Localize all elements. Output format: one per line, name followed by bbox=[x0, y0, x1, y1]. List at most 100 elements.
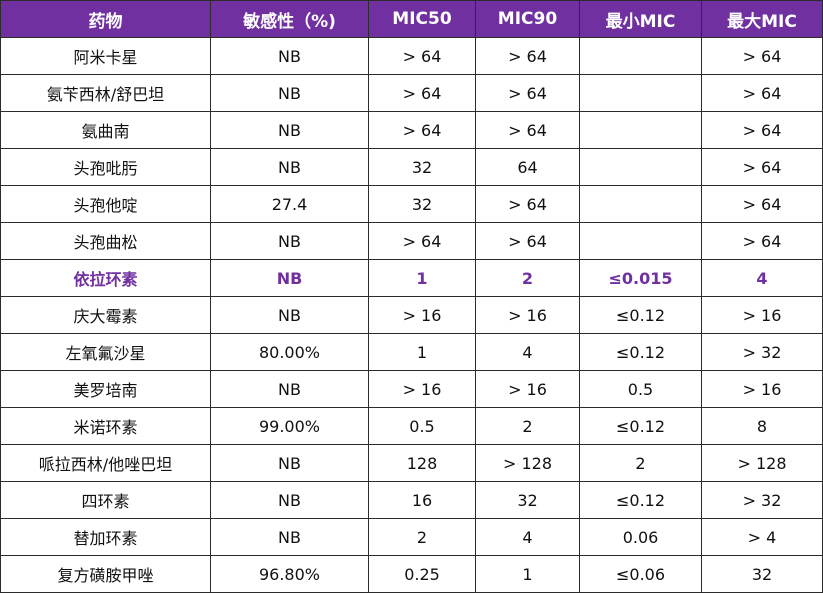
cell-susceptibility: NB bbox=[210, 296, 369, 334]
cell-mic90: 4 bbox=[475, 518, 580, 556]
cell-max-mic: > 64 bbox=[701, 111, 823, 149]
cell-max-mic: 4 bbox=[701, 259, 823, 297]
cell-mic50: > 64 bbox=[368, 111, 476, 149]
table-row: 依拉环素 NB 1 2 ≤0.015 4 bbox=[0, 259, 823, 297]
cell-mic90: > 128 bbox=[475, 444, 580, 482]
cell-drug: 氨苄西林/舒巴坦 bbox=[0, 74, 211, 112]
cell-max-mic: > 16 bbox=[701, 296, 823, 334]
cell-min-mic bbox=[579, 148, 702, 186]
table-row: 庆大霉素 NB > 16 > 16 ≤0.12 > 16 bbox=[0, 296, 823, 334]
cell-drug: 依拉环素 bbox=[0, 259, 211, 297]
cell-max-mic: > 16 bbox=[701, 370, 823, 408]
table-row: 头孢曲松 NB > 64 > 64 > 64 bbox=[0, 222, 823, 260]
cell-mic50: 32 bbox=[368, 148, 476, 186]
header-min-mic: 最小MIC bbox=[579, 0, 702, 38]
cell-max-mic: > 64 bbox=[701, 74, 823, 112]
table-row: 阿米卡星 NB > 64 > 64 > 64 bbox=[0, 37, 823, 75]
cell-max-mic: > 64 bbox=[701, 37, 823, 75]
cell-min-mic: ≤0.015 bbox=[579, 259, 702, 297]
cell-susceptibility: NB bbox=[210, 259, 369, 297]
cell-drug: 左氧氟沙星 bbox=[0, 333, 211, 371]
table-row: 左氧氟沙星 80.00% 1 4 ≤0.12 > 32 bbox=[0, 333, 823, 371]
cell-mic50: 2 bbox=[368, 518, 476, 556]
cell-max-mic: > 32 bbox=[701, 481, 823, 519]
cell-mic90: > 64 bbox=[475, 222, 580, 260]
header-mic90: MIC90 bbox=[475, 0, 580, 38]
cell-min-mic bbox=[579, 111, 702, 149]
cell-susceptibility: 80.00% bbox=[210, 333, 369, 371]
table-row: 美罗培南 NB > 16 > 16 0.5 > 16 bbox=[0, 370, 823, 408]
cell-min-mic bbox=[579, 37, 702, 75]
cell-mic50: 128 bbox=[368, 444, 476, 482]
cell-mic90: > 64 bbox=[475, 74, 580, 112]
cell-susceptibility: NB bbox=[210, 74, 369, 112]
table-row: 米诺环素 99.00% 0.5 2 ≤0.12 8 bbox=[0, 407, 823, 445]
cell-drug: 阿米卡星 bbox=[0, 37, 211, 75]
cell-mic90: 32 bbox=[475, 481, 580, 519]
cell-susceptibility: NB bbox=[210, 370, 369, 408]
cell-mic50: 1 bbox=[368, 259, 476, 297]
cell-susceptibility: 27.4 bbox=[210, 185, 369, 223]
cell-min-mic: ≤0.06 bbox=[579, 555, 702, 593]
cell-susceptibility: 96.80% bbox=[210, 555, 369, 593]
cell-min-mic: ≤0.12 bbox=[579, 481, 702, 519]
cell-susceptibility: NB bbox=[210, 481, 369, 519]
cell-min-mic bbox=[579, 222, 702, 260]
cell-mic50: 16 bbox=[368, 481, 476, 519]
cell-mic50: 0.5 bbox=[368, 407, 476, 445]
table-row: 氨苄西林/舒巴坦 NB > 64 > 64 > 64 bbox=[0, 74, 823, 112]
cell-mic50: > 16 bbox=[368, 370, 476, 408]
cell-max-mic: > 32 bbox=[701, 333, 823, 371]
cell-mic90: 2 bbox=[475, 407, 580, 445]
cell-drug: 替加环素 bbox=[0, 518, 211, 556]
cell-mic50: > 64 bbox=[368, 222, 476, 260]
cell-susceptibility: NB bbox=[210, 111, 369, 149]
cell-drug: 米诺环素 bbox=[0, 407, 211, 445]
cell-drug: 四环素 bbox=[0, 481, 211, 519]
table-row: 哌拉西林/他唑巴坦 NB 128 > 128 2 > 128 bbox=[0, 444, 823, 482]
table-row: 头孢他啶 27.4 32 > 64 > 64 bbox=[0, 185, 823, 223]
cell-susceptibility: NB bbox=[210, 148, 369, 186]
cell-susceptibility: NB bbox=[210, 37, 369, 75]
cell-min-mic: ≤0.12 bbox=[579, 407, 702, 445]
cell-mic90: > 16 bbox=[475, 296, 580, 334]
cell-max-mic: > 128 bbox=[701, 444, 823, 482]
cell-mic50: 32 bbox=[368, 185, 476, 223]
cell-mic90: 4 bbox=[475, 333, 580, 371]
cell-susceptibility: NB bbox=[210, 444, 369, 482]
cell-min-mic: 0.06 bbox=[579, 518, 702, 556]
header-mic50: MIC50 bbox=[368, 0, 476, 38]
cell-min-mic bbox=[579, 185, 702, 223]
cell-mic90: > 16 bbox=[475, 370, 580, 408]
cell-mic90: 1 bbox=[475, 555, 580, 593]
header-row: 药物 敏感性（%) MIC50 MIC90 最小MIC 最大MIC bbox=[0, 0, 823, 38]
cell-min-mic: 0.5 bbox=[579, 370, 702, 408]
cell-max-mic: > 64 bbox=[701, 185, 823, 223]
cell-mic90: 64 bbox=[475, 148, 580, 186]
cell-drug: 头孢吡肟 bbox=[0, 148, 211, 186]
cell-drug: 氨曲南 bbox=[0, 111, 211, 149]
cell-susceptibility: 99.00% bbox=[210, 407, 369, 445]
cell-min-mic: ≤0.12 bbox=[579, 333, 702, 371]
cell-mic90: > 64 bbox=[475, 111, 580, 149]
cell-drug: 庆大霉素 bbox=[0, 296, 211, 334]
cell-max-mic: > 64 bbox=[701, 222, 823, 260]
cell-max-mic: > 4 bbox=[701, 518, 823, 556]
cell-drug: 头孢曲松 bbox=[0, 222, 211, 260]
cell-susceptibility: NB bbox=[210, 222, 369, 260]
cell-drug: 头孢他啶 bbox=[0, 185, 211, 223]
table-row: 替加环素 NB 2 4 0.06 > 4 bbox=[0, 518, 823, 556]
table-row: 四环素 NB 16 32 ≤0.12 > 32 bbox=[0, 481, 823, 519]
table-row: 头孢吡肟 NB 32 64 > 64 bbox=[0, 148, 823, 186]
cell-mic50: 0.25 bbox=[368, 555, 476, 593]
cell-mic90: 2 bbox=[475, 259, 580, 297]
cell-mic50: 1 bbox=[368, 333, 476, 371]
cell-max-mic: 8 bbox=[701, 407, 823, 445]
header-drug: 药物 bbox=[0, 0, 211, 38]
cell-min-mic: 2 bbox=[579, 444, 702, 482]
cell-min-mic: ≤0.12 bbox=[579, 296, 702, 334]
cell-drug: 复方磺胺甲唑 bbox=[0, 555, 211, 593]
cell-susceptibility: NB bbox=[210, 518, 369, 556]
cell-mic50: > 64 bbox=[368, 74, 476, 112]
